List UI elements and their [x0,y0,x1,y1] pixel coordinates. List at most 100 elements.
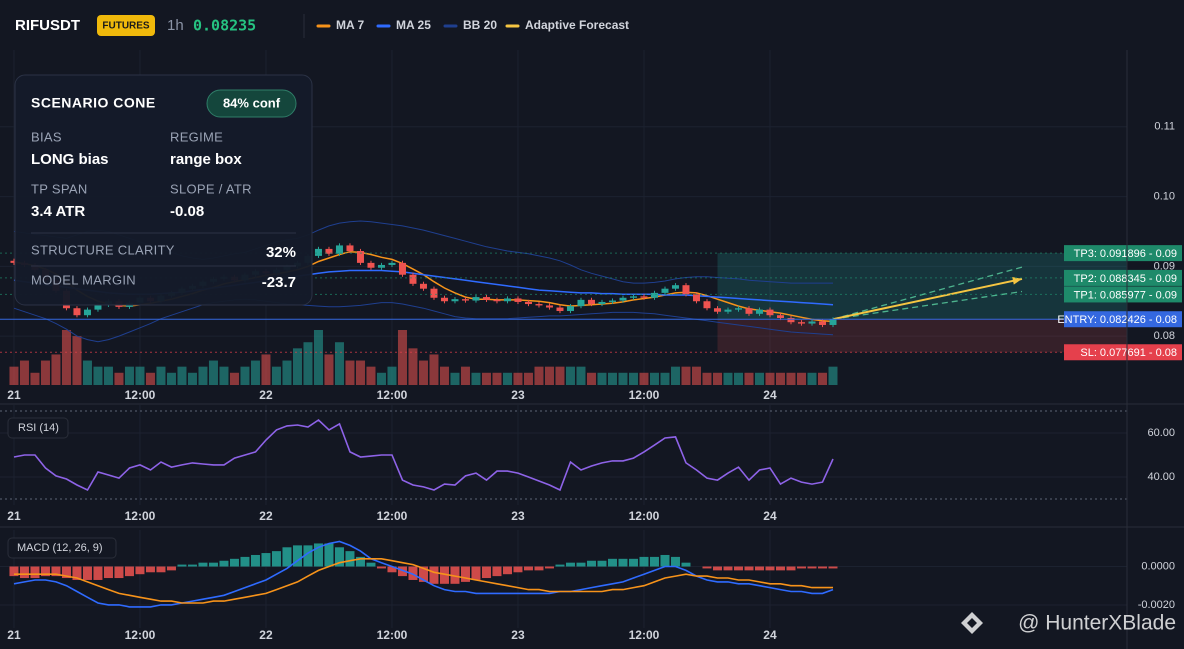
chart-area: 21 12:00 22 12:00 23 12:00 24 0.11 0.10 0.09 0.08 T… [0,50,1182,642]
candle-body [745,308,753,314]
candle-body [314,248,322,256]
candle-body [797,322,805,324]
candle-body [808,321,816,324]
level-label: TP1: 0.085977 - 0.09 [1074,289,1177,301]
candle-body [734,308,742,310]
x-tick-label: 12:00 [125,388,156,402]
volume-bar [775,372,785,385]
volume-bar [40,360,50,385]
x-tick-label: 22 [259,628,273,642]
candle-body [598,301,606,305]
macd-histogram-bar [712,566,722,571]
volume-bar [702,372,712,385]
macd-histogram-bar [649,556,659,567]
interval[interactable]: 1h [167,17,184,34]
x-tick-label: 23 [511,388,525,402]
y-tick-label: 0.0000 [1141,560,1175,572]
forecast-line [832,277,1023,321]
macd-histogram-bar [324,543,334,567]
candle-body [724,309,732,312]
field-value: LONG bias [31,151,109,168]
macd-histogram-bar [366,562,376,567]
forecast-cone [832,266,1023,320]
volume-bar [807,372,817,385]
candle-body [556,307,564,312]
field-label: TP SPAN [31,181,88,196]
volume-bar [282,360,292,385]
macd-histogram-bar [229,558,239,567]
volume-bar [250,360,260,385]
pane-title-box [7,417,69,439]
field-label: REGIME [170,129,223,144]
macd-histogram-bar [240,556,250,567]
macd-histogram-bar [187,564,197,567]
volume-bar [103,366,113,385]
macd-histogram-bar [408,566,418,580]
volume-bar [439,366,449,385]
risk-zone [717,319,1127,353]
volume-bar [681,366,691,385]
volume-bar [324,354,334,385]
level-label: TP2: 0.088345 - 0.09 [1074,273,1177,285]
volume-bar [198,366,208,385]
field-value: -0.08 [170,203,204,220]
volume-bar [492,372,502,385]
forecast-cone [832,290,1023,320]
candle-body [398,262,406,275]
volume-bar [828,366,838,385]
macd-histogram-bar [618,558,628,567]
volume-bar [292,348,302,385]
macd-histogram-bar [124,566,134,577]
volume-bar [418,360,428,385]
macd-histogram-bar [450,566,460,584]
candle-body [755,309,763,314]
macd-histogram-bar [502,566,512,575]
macd-histogram-bar [219,560,229,567]
legend: MA 7 MA 25 BB 20 Adaptive Forecast [316,18,629,32]
watermark-logo [961,612,983,634]
macd-histogram-bar [702,566,712,569]
candle-body [682,285,690,295]
volume-bar [93,366,103,385]
macd-histogram-bar [481,566,491,579]
volume-bar [387,366,397,385]
candle-body [493,299,501,302]
metric-label: MODEL MARGIN [31,272,136,287]
y-tick-label: 0.09 [1154,260,1175,272]
macd-histogram-bar [796,566,806,569]
volume-bar [471,372,481,385]
macd-histogram-bar [639,556,649,567]
volume-bar [9,366,19,385]
macd-histogram-bar [51,566,61,577]
macd-histogram-bar [313,543,323,567]
candle-body [356,251,364,263]
candle-body [524,301,532,305]
level-label: ENTRY: 0.082426 - 0.08 [1057,314,1177,326]
volume-bar [219,366,229,385]
field-value: 3.4 ATR [31,203,85,220]
volume-bar [271,366,281,385]
macd-histogram-bar [418,566,428,582]
volume-bar [166,372,176,385]
y-tick-label: 0.11 [1154,121,1175,133]
x-tick-label: 24 [763,509,777,523]
macd-histogram-bar [271,551,281,567]
header: RIFUSDT FUTURES 1h 0.08235 [15,14,305,38]
panel-box [14,74,313,306]
volume-bar [208,360,218,385]
macd-histogram-bar [355,556,365,567]
candle-body [818,321,826,325]
macd-histogram-bar [670,556,680,567]
macd-histogram-bar [345,551,355,567]
macd-histogram-bar [544,566,554,569]
forecast-arrowhead [1012,277,1022,285]
symbol[interactable]: RIFUSDT [15,17,80,34]
x-tick-label: 12:00 [377,388,408,402]
macd-histogram-bar [744,566,754,571]
macd-histogram-bar [61,566,71,579]
volume-bar [817,372,827,385]
volume-bar [355,360,365,385]
volume-bar [51,354,61,385]
macd-histogram-bar [607,558,617,567]
volume-bar [397,330,407,385]
